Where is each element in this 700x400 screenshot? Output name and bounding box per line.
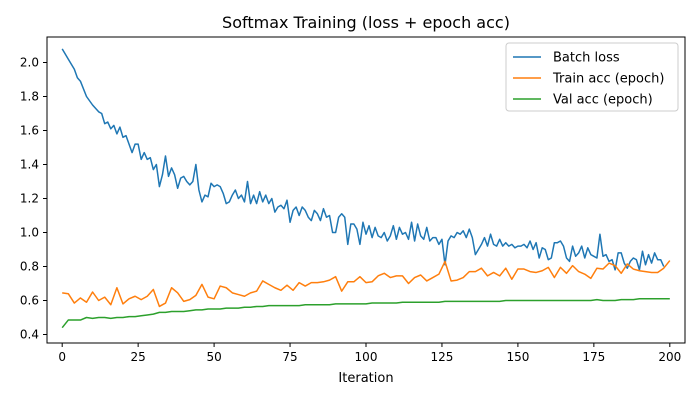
x-tick-label: 175 [582,350,605,364]
x-tick-label: 150 [506,350,529,364]
x-tick-label: 25 [131,350,146,364]
x-tick-label: 0 [58,350,66,364]
y-tick-label: 0.6 [20,294,39,308]
x-axis: 0 25 50 75 100 125 150 175 200 [58,343,681,364]
x-tick-label: 125 [430,350,453,364]
y-tick-label: 0.8 [20,260,39,274]
legend-box [505,42,679,112]
legend-label-0: Batch loss [553,51,620,66]
series-line-0 [61,48,665,271]
legend: Batch loss Train acc (epoch) Val acc (epoc… [505,42,679,112]
y-tick-label: 1.0 [20,226,39,240]
y-tick-label: 1.4 [20,158,39,172]
legend-label-2: Val acc (epoch) [553,93,653,108]
y-tick-label: 2.0 [20,56,39,70]
x-tick-label: 75 [282,350,297,364]
y-tick-label: 0.4 [20,328,39,342]
chart-title: Softmax Training (loss + epoch acc) [222,13,510,32]
y-axis: 0.4 0.6 0.8 1.0 1.2 1.4 1.6 1.8 2.0 [20,56,47,342]
y-tick-label: 1.8 [20,90,39,104]
series-line-1 [62,260,671,308]
legend-label-1: Train acc (epoch) [552,72,664,87]
y-tick-label: 1.2 [20,192,39,206]
x-axis-label: Iteration [338,371,393,386]
series-line-2 [61,298,670,329]
y-tick-label: 1.6 [20,124,39,138]
series-layer [61,48,671,329]
x-tick-label: 200 [658,350,681,364]
x-tick-label: 50 [206,350,221,364]
x-tick-label: 100 [355,350,378,364]
